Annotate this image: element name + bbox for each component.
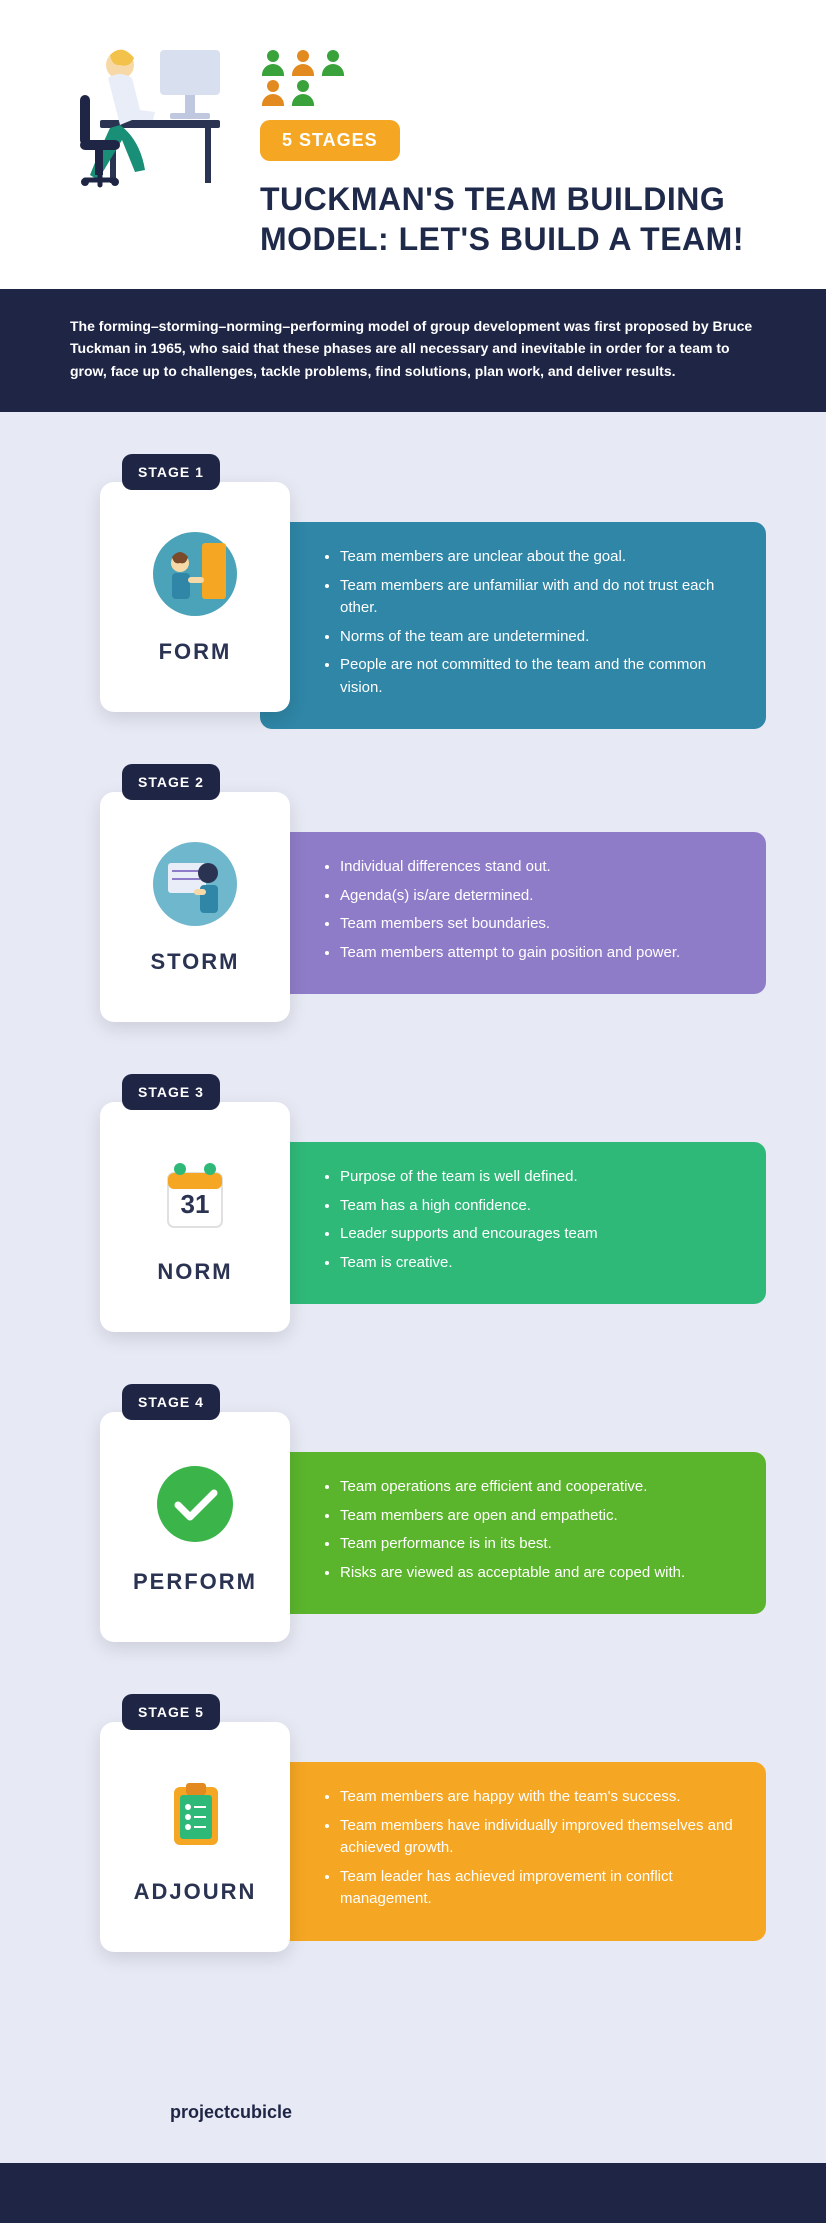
stage-2-bullet: Individual differences stand out. [340, 856, 736, 879]
storm-icon [150, 839, 240, 929]
desk-illustration [50, 40, 230, 210]
stages-container: STAGE 1 FORM Team members are uncl [0, 412, 826, 2062]
bottom-band [0, 2163, 826, 2223]
stage-4-pill: STAGE 4 [122, 1384, 220, 1420]
stage-3: STAGE 3 31 NORM Purpose of the team is w… [60, 1092, 766, 1322]
stage-1: STAGE 1 FORM Team members are uncl [60, 472, 766, 702]
stages-badge: 5 STAGES [260, 120, 400, 161]
stage-1-bullet: Team members are unfamiliar with and do … [340, 575, 736, 620]
stage-5-pill: STAGE 5 [122, 1694, 220, 1730]
stage-3-name: NORM [157, 1259, 232, 1285]
stage-5: STAGE 5 ADJOURN [60, 1712, 766, 1942]
stage-3-panel: Purpose of the team is well defined. Tea… [260, 1142, 766, 1304]
stage-4-bullet: Team members are open and empathetic. [340, 1505, 736, 1528]
header: 5 STAGES TUCKMAN'S TEAM BUILDING MODEL: … [0, 0, 826, 289]
stage-4-bullet: Team performance is in its best. [340, 1533, 736, 1556]
footer-brand: projectcubicle [0, 2062, 826, 2163]
stage-1-bullet: Team members are unclear about the goal. [340, 546, 736, 569]
people-icon-group [260, 50, 350, 106]
stage-2-name: STORM [150, 949, 239, 975]
infographic-page: 5 STAGES TUCKMAN'S TEAM BUILDING MODEL: … [0, 0, 826, 2223]
stage-1-panel: Team members are unclear about the goal.… [260, 522, 766, 729]
page-title: TUCKMAN'S TEAM BUILDING MODEL: LET'S BUI… [260, 179, 776, 259]
stage-2-pill: STAGE 2 [122, 764, 220, 800]
stage-4-name: PERFORM [133, 1569, 257, 1595]
form-icon [150, 529, 240, 619]
stage-3-bullet: Leader supports and encourages team [340, 1223, 736, 1246]
stage-2-panel: Individual differences stand out. Agenda… [260, 832, 766, 994]
stage-1-bullet: People are not committed to the team and… [340, 654, 736, 699]
stage-2-bullet: Agenda(s) is/are determined. [340, 885, 736, 908]
stage-3-bullet: Team is creative. [340, 1252, 736, 1275]
stage-3-pill: STAGE 3 [122, 1074, 220, 1110]
stage-4-panel: Team operations are efficient and cooper… [260, 1452, 766, 1614]
stage-2: STAGE 2 STORM Individ [60, 782, 766, 1012]
stage-4-bullet: Risks are viewed as acceptable and are c… [340, 1562, 736, 1585]
stage-3-bullet: Purpose of the team is well defined. [340, 1166, 736, 1189]
stage-2-bullet: Team members attempt to gain position an… [340, 942, 736, 965]
stage-1-name: FORM [159, 639, 232, 665]
norm-icon: 31 [150, 1149, 240, 1239]
stage-1-pill: STAGE 1 [122, 454, 220, 490]
header-text: 5 STAGES TUCKMAN'S TEAM BUILDING MODEL: … [260, 40, 776, 259]
adjourn-icon [150, 1769, 240, 1859]
stage-5-card: ADJOURN [100, 1722, 290, 1952]
stage-5-bullet: Team leader has achieved improvement in … [340, 1866, 736, 1911]
stage-1-card: FORM [100, 482, 290, 712]
stage-5-name: ADJOURN [134, 1879, 257, 1905]
stage-5-bullet: Team members have individually improved … [340, 1815, 736, 1860]
stage-3-card: 31 NORM [100, 1102, 290, 1332]
stage-4-bullet: Team operations are efficient and cooper… [340, 1476, 736, 1499]
stage-1-bullet: Norms of the team are undetermined. [340, 626, 736, 649]
stage-2-bullet: Team members set boundaries. [340, 913, 736, 936]
stage-4: STAGE 4 PERFORM Team operations are effi… [60, 1402, 766, 1632]
stage-5-bullet: Team members are happy with the team's s… [340, 1786, 736, 1809]
perform-icon [150, 1459, 240, 1549]
stage-2-card: STORM [100, 792, 290, 1022]
intro-text: The forming–storming–norming–performing … [0, 289, 826, 412]
stage-3-bullet: Team has a high confidence. [340, 1195, 736, 1218]
stage-5-panel: Team members are happy with the team's s… [260, 1762, 766, 1941]
stage-4-card: PERFORM [100, 1412, 290, 1642]
svg-text:31: 31 [181, 1189, 210, 1219]
